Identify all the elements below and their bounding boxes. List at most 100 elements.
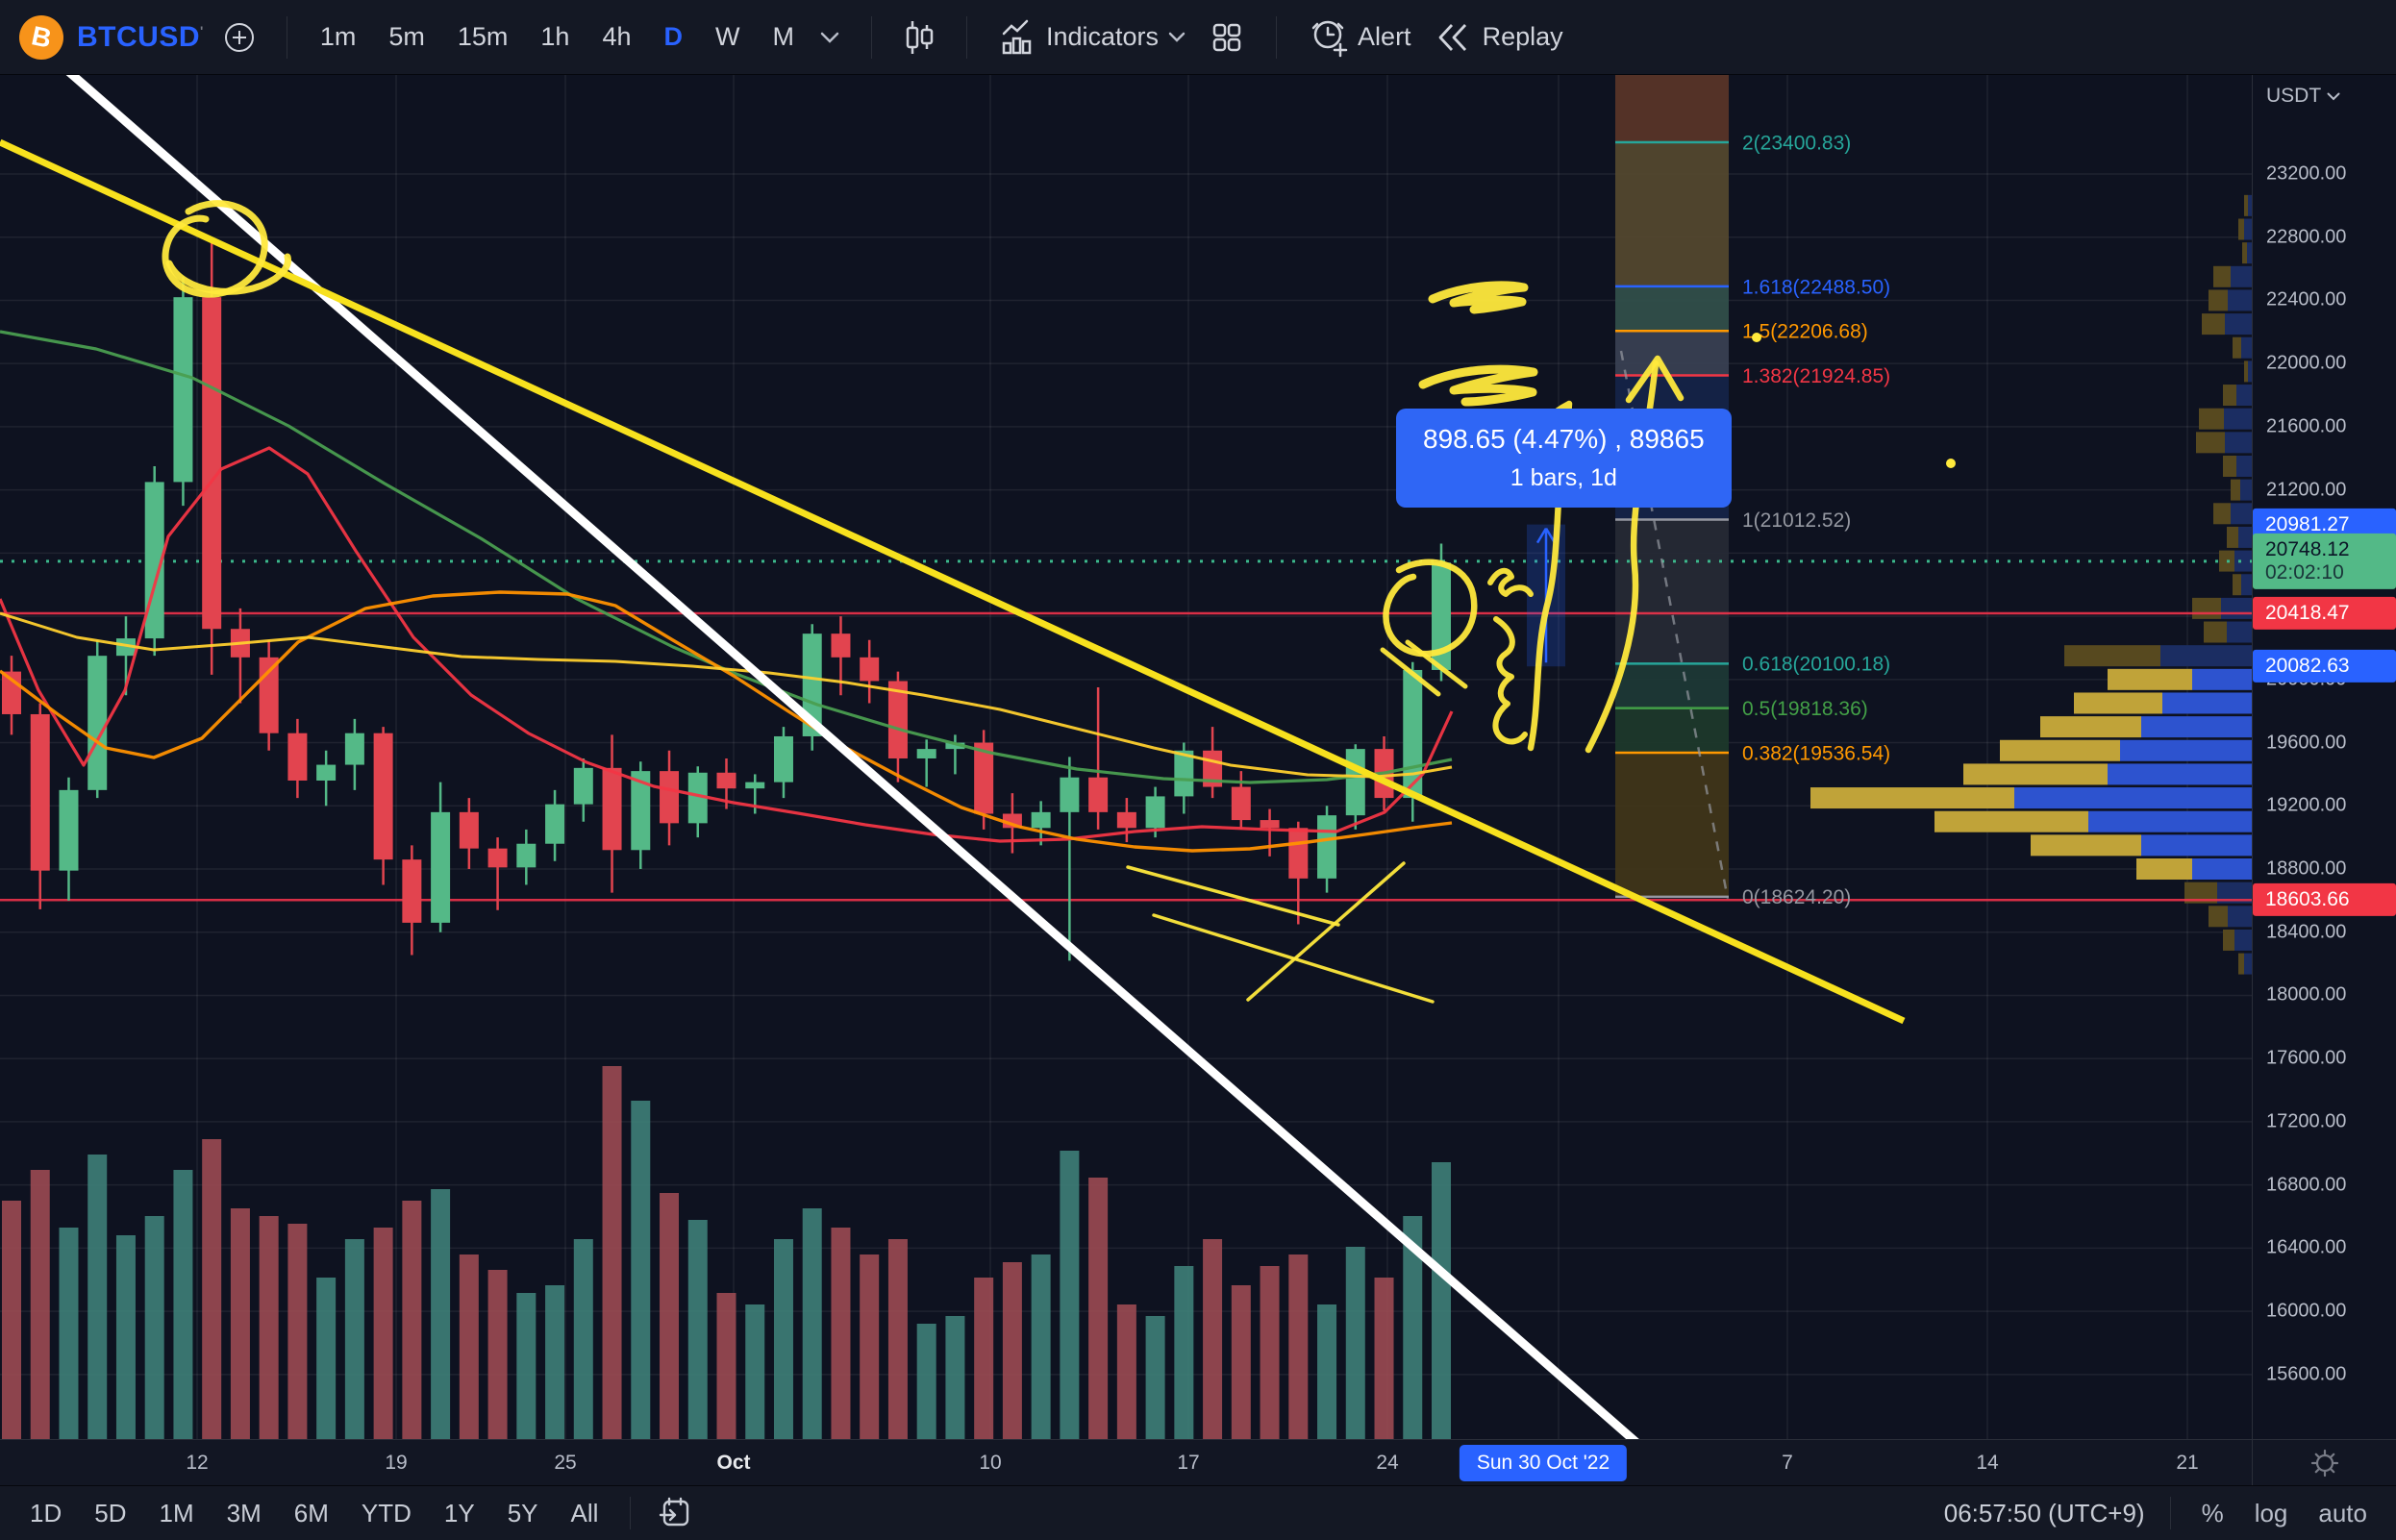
- svg-text:0.5(19818.36): 0.5(19818.36): [1742, 698, 1868, 720]
- price-tick: 17600.00: [2266, 1047, 2347, 1069]
- chevron-down-icon: [2327, 92, 2340, 100]
- range-1Y[interactable]: 1Y: [443, 1498, 475, 1528]
- svg-text:1.618(22488.50): 1.618(22488.50): [1742, 276, 1890, 298]
- range-YTD[interactable]: YTD: [361, 1498, 412, 1528]
- grid-layout-icon: [1212, 23, 1241, 51]
- alert-button[interactable]: Alert: [1296, 11, 1423, 64]
- time-tick-10: 10: [979, 1451, 1002, 1474]
- price-tick: 19600.00: [2266, 732, 2347, 754]
- replay-button[interactable]: Replay: [1423, 11, 1575, 64]
- indicators-icon: [1002, 19, 1032, 54]
- price-tick: 23200.00: [2266, 162, 2347, 185]
- price-tick: 16000.00: [2266, 1300, 2347, 1322]
- timeframe-5m[interactable]: 5m: [388, 22, 425, 51]
- timeframe-group: 1m 5m 15m 1h 4h D W M: [307, 14, 808, 60]
- range-5Y[interactable]: 5Y: [507, 1498, 538, 1528]
- svg-text:0.618(20100.18): 0.618(20100.18): [1742, 654, 1890, 676]
- price-tick: 16800.00: [2266, 1174, 2347, 1196]
- symbol-name[interactable]: BTCUSD': [77, 20, 204, 53]
- chevron-down-icon: [1168, 32, 1186, 42]
- alert-clock-icon: [1311, 20, 1348, 57]
- replay-label: Replay: [1482, 22, 1563, 51]
- time-tick-14: 14: [1976, 1451, 1999, 1474]
- bottombar-separator: [630, 1497, 632, 1529]
- measure-tooltip: 898.65 (4.47%) , 89865 1 bars, 1d: [1396, 409, 1732, 508]
- measure-value: 898.65 (4.47%) , 89865: [1423, 424, 1705, 454]
- time-tick-12: 12: [186, 1451, 209, 1474]
- price-tick: 22400.00: [2266, 288, 2347, 310]
- price-tick: 18400.00: [2266, 921, 2347, 943]
- time-tick-19: 19: [385, 1451, 408, 1474]
- range-1M[interactable]: 1M: [159, 1498, 194, 1528]
- svg-text:0(18624.20): 0(18624.20): [1742, 886, 1851, 908]
- top-toolbar: B BTCUSD' 1m 5m 15m 1h 4h D W M: [0, 0, 2396, 75]
- indicators-button[interactable]: Indicators: [986, 11, 1197, 64]
- candlestick-icon: [906, 20, 934, 54]
- calendar-goto-icon: [660, 1497, 689, 1527]
- price-tick: 21200.00: [2266, 479, 2347, 501]
- time-tick-25: 25: [554, 1451, 577, 1474]
- price-tick: 18800.00: [2266, 857, 2347, 880]
- price-label-20748.12: 20748.12 02:02:10: [2253, 533, 2396, 590]
- range-3M[interactable]: 3M: [226, 1498, 262, 1528]
- compare-add-button[interactable]: [212, 11, 267, 64]
- go-to-date-button[interactable]: [646, 1486, 704, 1540]
- session-clock[interactable]: 06:57:50 (UTC+9): [1943, 1498, 2145, 1528]
- auto-scale-toggle[interactable]: auto: [2318, 1498, 2367, 1528]
- price-tick: 17200.00: [2266, 1110, 2347, 1132]
- plus-circle-icon: [224, 22, 254, 52]
- timeframe-1m[interactable]: 1m: [319, 22, 357, 51]
- price-axis-currency[interactable]: USDT: [2266, 85, 2340, 108]
- timeframe-expand-button[interactable]: [808, 11, 852, 64]
- time-tick-17: 17: [1177, 1451, 1200, 1474]
- currency-label: USDT: [2266, 85, 2322, 107]
- percent-scale-toggle[interactable]: %: [2201, 1498, 2224, 1528]
- layout-templates-button[interactable]: [1197, 11, 1257, 64]
- axis-settings-corner[interactable]: [2252, 1439, 2396, 1485]
- timeframe-15m[interactable]: 15m: [457, 22, 509, 51]
- chart-pane[interactable]: 2(23400.83) 1.618(22488.50) 1.5(22206.68) 1…: [0, 75, 2252, 1439]
- svg-text:1.5(22206.68): 1.5(22206.68): [1742, 321, 1868, 343]
- svg-text:1(21012.52): 1(21012.52): [1742, 509, 1851, 532]
- price-axis[interactable]: USDT 23200.00 22800.00 22400.00 22000.00 216…: [2252, 75, 2396, 1439]
- price-tick: 22800.00: [2266, 226, 2347, 248]
- gear-icon: [2310, 1449, 2338, 1477]
- time-tick-Oct: Oct: [716, 1451, 751, 1474]
- time-axis[interactable]: 121925Oct10172471421SSun 30 Oct '22: [0, 1439, 2252, 1485]
- measure-bars: 1 bars, 1d: [1510, 464, 1617, 491]
- time-tick-21: 21: [2176, 1451, 2199, 1474]
- svg-text:1.382(21924.85): 1.382(21924.85): [1742, 365, 1890, 387]
- price-chart[interactable]: 2(23400.83) 1.618(22488.50) 1.5(22206.68) 1…: [0, 75, 2252, 1439]
- price-tick: 16400.00: [2266, 1236, 2347, 1258]
- price-tick: 22000.00: [2266, 352, 2347, 374]
- bottombar-separator: [2169, 1497, 2171, 1529]
- range-All[interactable]: All: [570, 1498, 599, 1528]
- selected-date-label: Sun 30 Oct '22: [1459, 1444, 1628, 1481]
- timeframe-4h[interactable]: 4h: [602, 22, 632, 51]
- price-tick: 15600.00: [2266, 1363, 2347, 1385]
- bottom-toolbar: 1D 5D 1M 3M 6M YTD 1Y 5Y All 06:57:50 (UTC+9) % …: [0, 1485, 2396, 1540]
- toolbar-separator: [965, 15, 967, 59]
- chart-layout: 2(23400.83) 1.618(22488.50) 1.5(22206.68) 1…: [0, 75, 2396, 1485]
- range-6M[interactable]: 6M: [293, 1498, 329, 1528]
- range-group: 1D 5D 1M 3M 6M YTD 1Y 5Y All: [13, 1493, 614, 1534]
- timeframe-D[interactable]: D: [663, 22, 684, 51]
- svg-text:2(23400.83): 2(23400.83): [1742, 132, 1851, 154]
- range-1D[interactable]: 1D: [30, 1498, 62, 1528]
- timeframe-M[interactable]: M: [772, 22, 794, 51]
- chart-style-button[interactable]: [891, 11, 947, 64]
- log-scale-toggle[interactable]: log: [2254, 1498, 2288, 1528]
- indicators-label: Indicators: [1045, 22, 1160, 51]
- toolbar-separator: [1276, 15, 1278, 59]
- range-5D[interactable]: 5D: [94, 1498, 127, 1528]
- bitcoin-logo-icon: B: [19, 14, 63, 60]
- toolbar-separator: [870, 15, 872, 59]
- chevron-down-icon: [820, 32, 839, 43]
- alert-label: Alert: [1358, 22, 1411, 51]
- price-label-18603.66: 18603.66: [2253, 883, 2396, 917]
- timeframe-1h[interactable]: 1h: [540, 22, 570, 51]
- timeframe-W[interactable]: W: [715, 22, 740, 51]
- price-tick: 21600.00: [2266, 415, 2347, 437]
- symbol-mark: ': [200, 22, 204, 38]
